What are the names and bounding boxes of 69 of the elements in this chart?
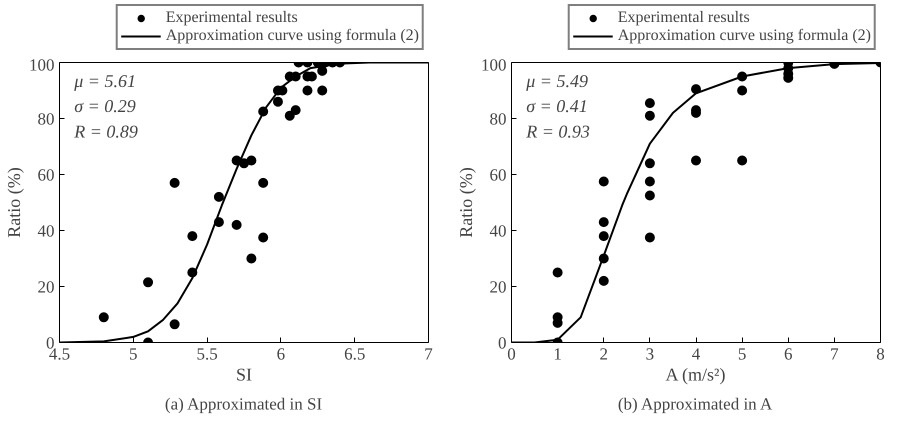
point (143, 277, 154, 288)
x-tick-label: 5 (738, 344, 746, 364)
point (232, 220, 242, 230)
legend-label: Experimental results (618, 9, 750, 27)
y-tick-label: 20 (38, 278, 54, 296)
y-axis-title: Ratio (%) (4, 167, 24, 238)
x-tick-label: 6.5 (344, 344, 366, 364)
annotation: R = 0.89 (73, 121, 138, 142)
point (284, 110, 295, 121)
y-tick-label: 60 (490, 166, 506, 184)
point (644, 190, 655, 200)
point (598, 231, 609, 242)
x-tick-label: 4 (692, 344, 701, 364)
point (214, 192, 224, 202)
point (644, 110, 655, 121)
x-axis-title: A (m/s²) (666, 364, 726, 384)
point (737, 156, 748, 166)
annotation: σ = 0.41 (526, 96, 588, 116)
point (737, 86, 748, 96)
x-tick-label: 6 (276, 344, 286, 364)
point (598, 276, 609, 286)
point (317, 86, 328, 96)
point (644, 98, 655, 108)
point (691, 156, 701, 166)
point (644, 232, 655, 242)
annotation: R = 0.93 (525, 121, 590, 142)
point (552, 268, 563, 278)
point (98, 312, 109, 322)
legend-label: Approximation curve using formula (2) (166, 27, 419, 45)
point (246, 156, 256, 166)
point (187, 231, 198, 242)
annotation: σ = 0.29 (74, 96, 136, 116)
x-tick-label: 5 (129, 344, 138, 364)
x-tick-label: 7 (830, 344, 840, 364)
y-tick-label: 60 (38, 166, 54, 184)
y-tick-label: 100 (29, 56, 54, 74)
point (170, 319, 180, 330)
x-tick-label: 8 (876, 344, 885, 364)
point (258, 178, 268, 188)
x-axis-title: SI (236, 364, 252, 384)
point (644, 158, 655, 168)
y-tick-label: 80 (490, 110, 506, 128)
annotation: μ = 5.49 (525, 70, 588, 91)
x-tick-label: 1 (553, 344, 562, 364)
y-tick-label: 20 (490, 278, 506, 296)
point (598, 217, 609, 228)
text: (a) Approximated in SI (164, 394, 322, 414)
x-tick-label: 5.5 (196, 344, 218, 364)
point (290, 105, 301, 116)
point (246, 254, 256, 264)
legend-label: Approximation curve using formula (2) (618, 27, 871, 45)
point (302, 86, 312, 96)
point (644, 176, 655, 186)
y-tick-label: 80 (38, 110, 54, 128)
x-tick-label: 6 (784, 344, 792, 364)
y-tick-label: 100 (481, 56, 506, 74)
annotation: μ = 5.61 (73, 70, 136, 91)
x-tick-label: 7 (424, 344, 434, 364)
point (598, 176, 609, 186)
x-tick-label: 3 (646, 344, 654, 364)
point (258, 232, 268, 242)
text: (b) Approximated in A (618, 394, 773, 414)
point (170, 178, 180, 188)
legend-label: Experimental results (166, 9, 298, 27)
x-tick-label: 2 (600, 344, 608, 364)
y-axis-title: Ratio (%) (456, 167, 476, 238)
point (272, 96, 283, 107)
y-tick-label: 40 (490, 222, 506, 240)
y-tick-label: 40 (38, 222, 54, 240)
